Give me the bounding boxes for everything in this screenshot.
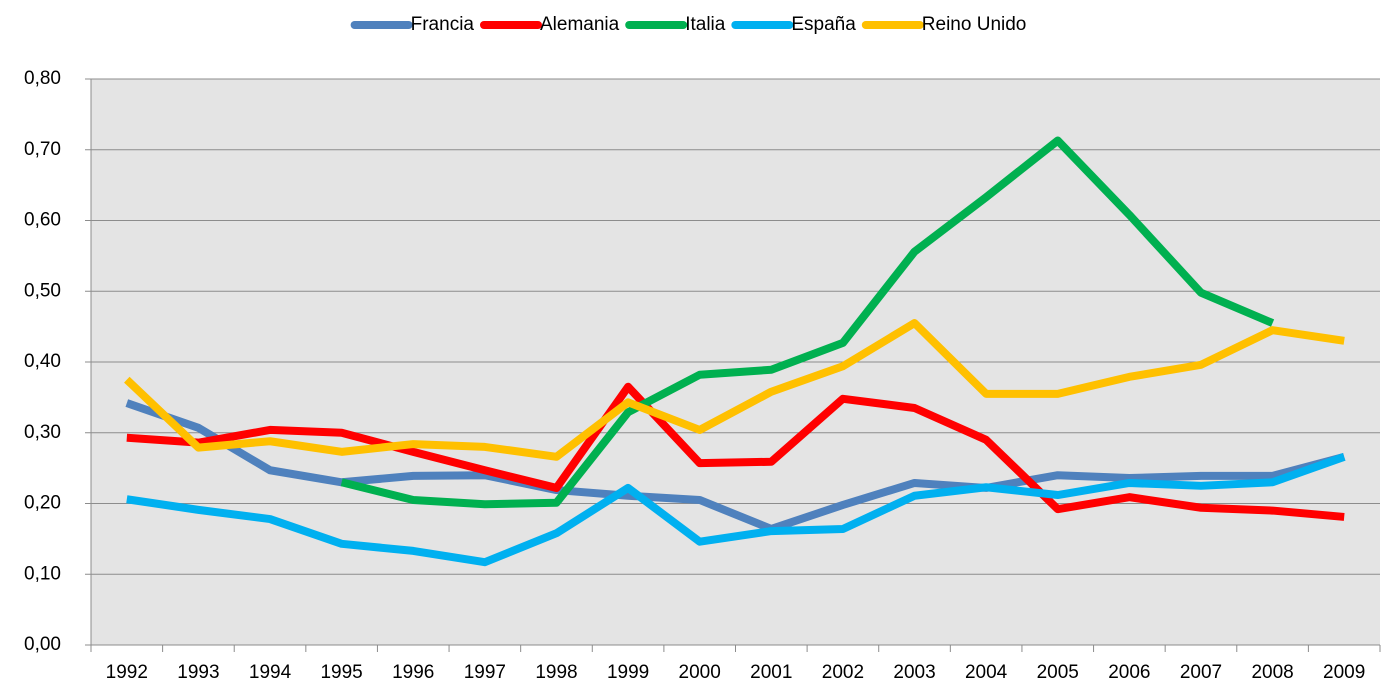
x-tick-label: 2005: [1037, 662, 1079, 683]
y-tick-label: 0,50: [24, 280, 61, 301]
x-tick-label: 2007: [1180, 662, 1222, 683]
y-tick-label: 0,20: [24, 493, 61, 514]
x-tick-label: 1997: [464, 662, 506, 683]
legend-label: Alemania: [540, 14, 620, 35]
x-tick-label: 1994: [249, 662, 292, 683]
legend-label: España: [791, 14, 856, 35]
legend-label: Francia: [411, 14, 475, 35]
x-tick-label: 2003: [893, 662, 935, 683]
series-line: [340, 136, 1275, 509]
x-tick-label: 2006: [1108, 662, 1150, 683]
y-tick-label: 0,80: [24, 68, 61, 89]
legend-label: Reino Unido: [922, 14, 1027, 35]
y-tick-label: 0,40: [24, 351, 61, 372]
y-tick-label: 0,60: [24, 210, 61, 231]
series-line: [124, 319, 1345, 461]
legend-label: Italia: [685, 14, 726, 35]
x-tick-label: 2002: [822, 662, 864, 683]
x-tick-label: 2009: [1323, 662, 1365, 683]
x-tick-label: 1995: [320, 662, 362, 683]
x-tick-label: 2004: [965, 662, 1008, 683]
x-tick-label: 1998: [535, 662, 577, 683]
x-tick-label: 2001: [750, 662, 792, 683]
x-tick-label: 1993: [177, 662, 219, 683]
x-tick-label: 1996: [392, 662, 434, 683]
x-tick-label: 2000: [679, 662, 721, 683]
x-tick-label: 2008: [1251, 662, 1293, 683]
series-line: [125, 399, 1346, 533]
x-tick-label: 1992: [106, 662, 148, 683]
x-tick-label: 1999: [607, 662, 649, 683]
y-tick-label: 0,30: [24, 422, 61, 443]
y-tick-label: 0,00: [24, 634, 61, 655]
series-line: [126, 453, 1346, 567]
series-line: [126, 382, 1345, 521]
y-tick-label: 0,10: [24, 563, 61, 584]
y-tick-label: 0,70: [24, 139, 61, 160]
